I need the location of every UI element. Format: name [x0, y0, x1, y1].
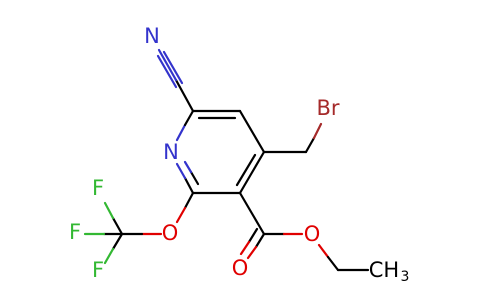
bond: [317, 243, 330, 259]
bond: [183, 160, 193, 174]
bond: [103, 201, 115, 220]
bond: [111, 216, 124, 236]
bond: [162, 50, 184, 85]
bond: [235, 153, 257, 187]
atom-label: N: [144, 24, 160, 48]
bonds: [83, 48, 370, 272]
bond: [183, 191, 195, 210]
bond: [238, 109, 266, 154]
atom-label: N: [163, 140, 179, 164]
bond: [175, 206, 187, 224]
atom-label: F: [92, 258, 104, 282]
atom-label: O: [162, 221, 179, 245]
bond: [175, 123, 187, 142]
bond: [156, 54, 178, 89]
bond: [312, 122, 323, 140]
bond: [183, 176, 195, 195]
bond: [246, 245, 258, 260]
bond: [326, 255, 340, 272]
atom-labels: N N Br O O O F F F CH 3: [69, 24, 410, 285]
bond: [111, 232, 124, 251]
bond: [183, 109, 195, 127]
atom-label: O: [232, 256, 249, 280]
bond: [103, 247, 115, 265]
bond: [189, 170, 200, 186]
bond: [238, 150, 266, 195]
bond: [174, 78, 195, 113]
atom-label: CH: [369, 258, 399, 282]
atom-label-subscript: 3: [401, 269, 410, 285]
atom-label: O: [304, 222, 321, 246]
bond: [247, 227, 259, 244]
atom-label: F: [92, 176, 104, 200]
bond: [254, 232, 266, 249]
bond: [238, 191, 266, 236]
bond: [175, 162, 187, 180]
atom-label: Br: [316, 96, 339, 120]
bond: [239, 240, 251, 256]
bond: [304, 136, 316, 154]
atom-label: F: [69, 220, 81, 244]
bond: [157, 48, 178, 82]
